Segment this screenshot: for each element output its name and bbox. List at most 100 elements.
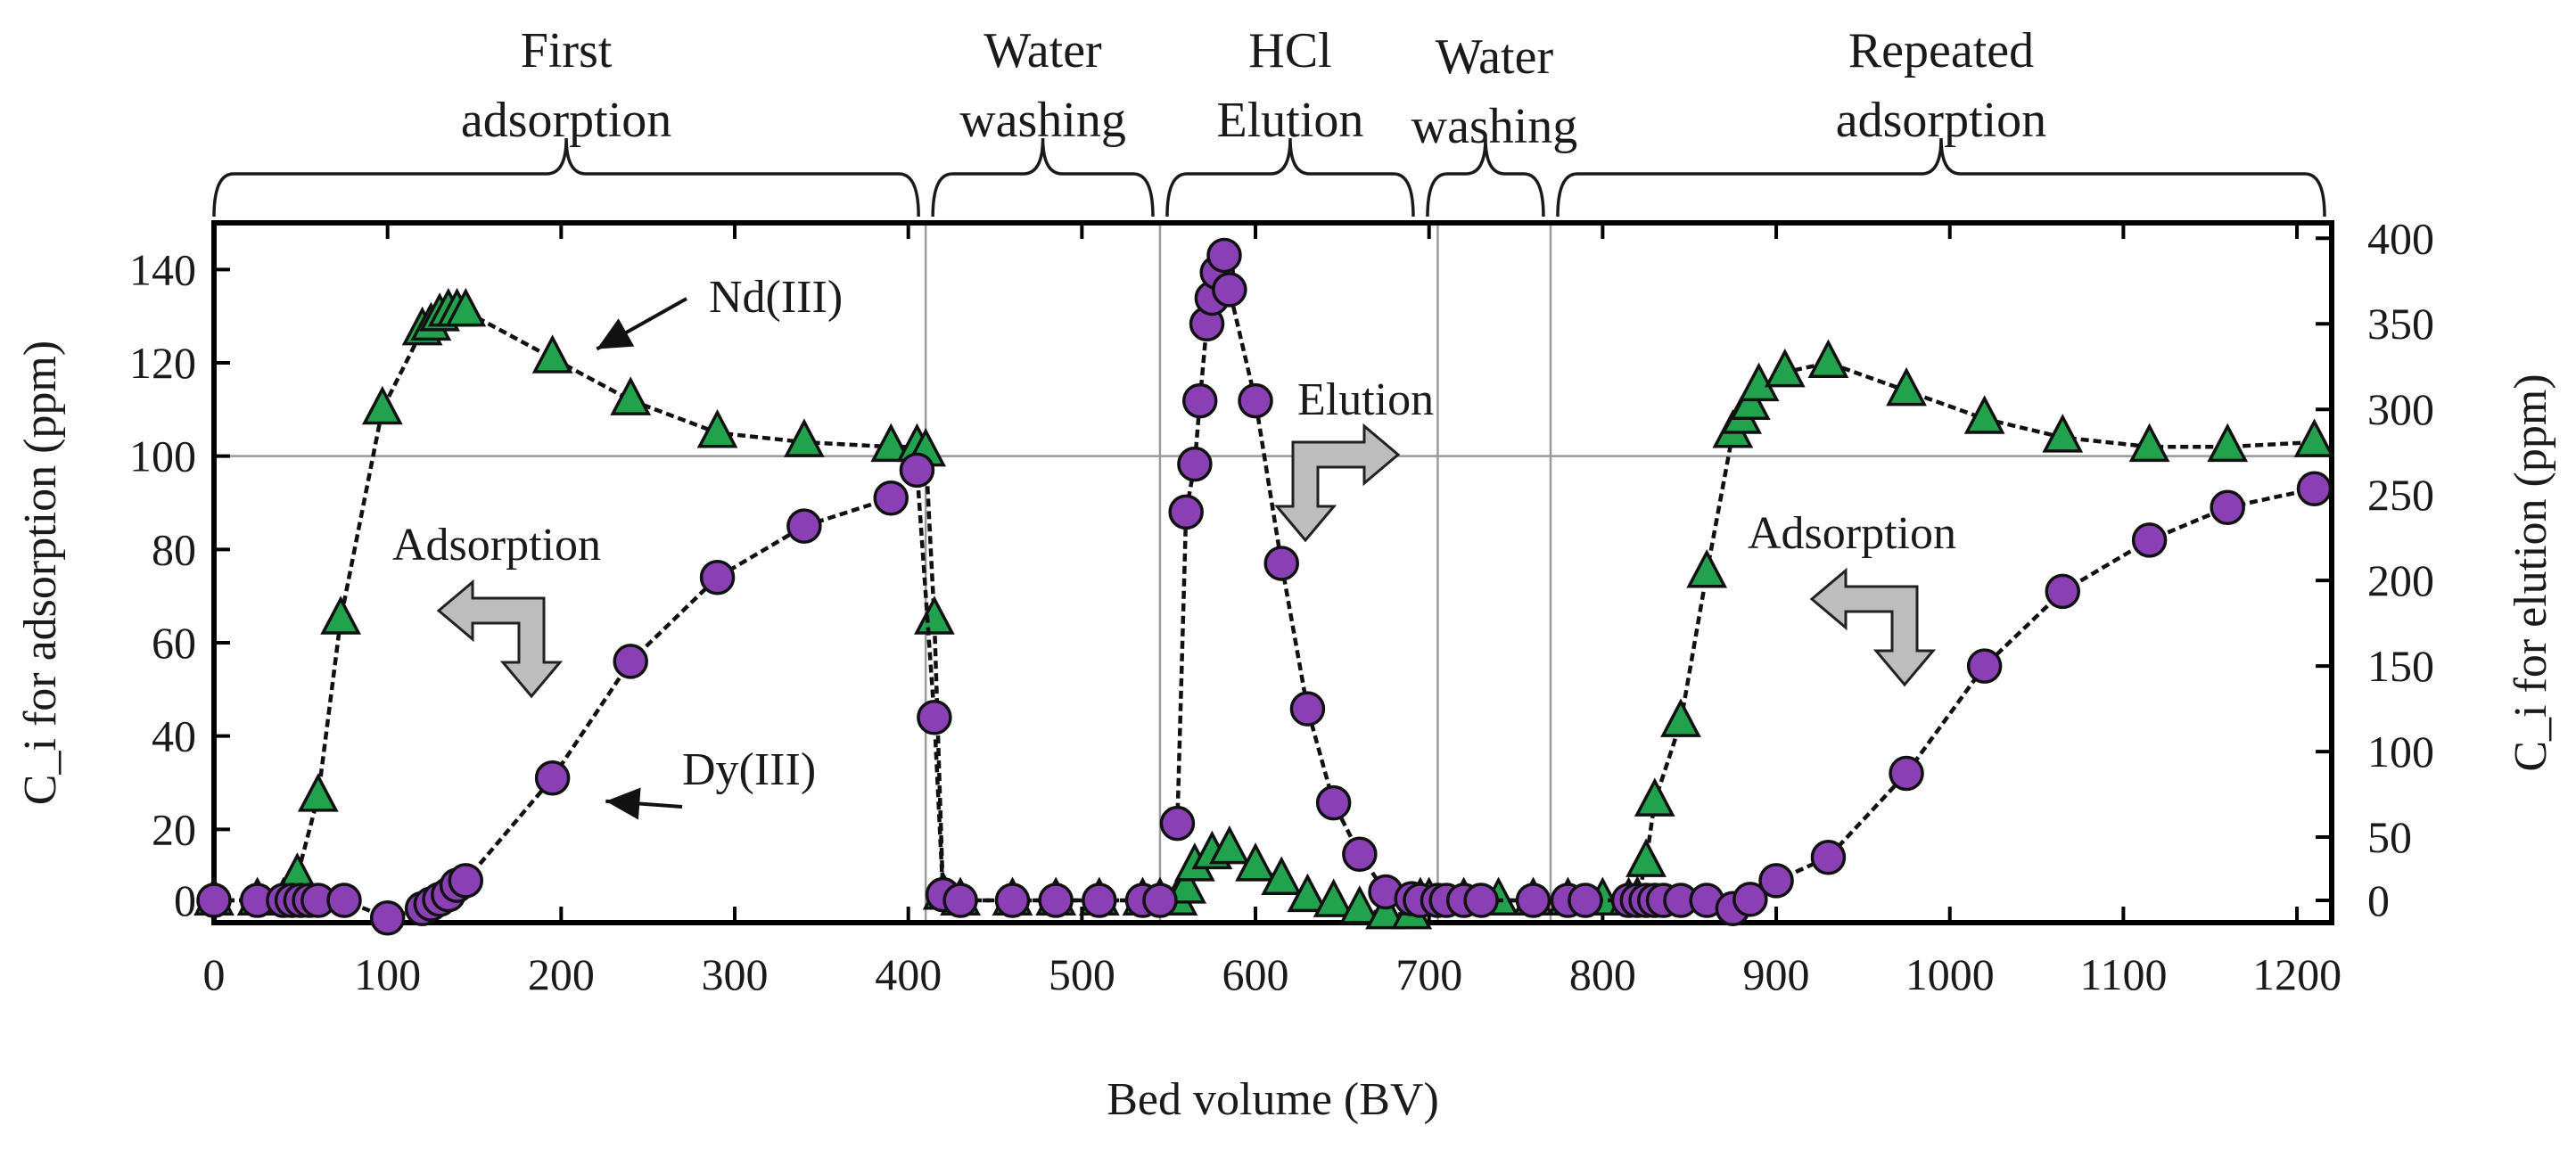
dy-point <box>1082 883 1117 918</box>
nd-point <box>320 595 362 635</box>
dy-point <box>1315 784 1352 821</box>
dy-point <box>1515 883 1551 918</box>
phase-label: Water <box>1436 29 1554 85</box>
dy-point <box>1463 883 1499 918</box>
dy-point <box>1206 237 1242 274</box>
series-line <box>1420 360 2315 903</box>
y-left-tick-label: 100 <box>129 431 196 481</box>
x-tick-label: 800 <box>1569 949 1636 999</box>
nd-point <box>1963 395 2005 434</box>
phase-annotations: First adsorption Water washing HCl Elution Wat… <box>212 23 2326 218</box>
dy-point <box>1568 883 1603 918</box>
x-tick-label: 700 <box>1395 949 1462 999</box>
dy-point <box>2131 522 2168 558</box>
adsorption-label-repeated: Adsorption <box>1748 508 1956 559</box>
y-left-axis-title: C_i for adsorption (ppm) <box>15 341 66 805</box>
nd-point <box>2207 423 2249 463</box>
annotation-layer: Nd(III) Dy(III) Adsorption Elution Adsorptio… <box>392 272 1956 820</box>
nd-label: Nd(III) <box>709 272 843 323</box>
x-tick-label: 600 <box>1222 949 1289 999</box>
dy-point <box>699 559 736 595</box>
nd-point <box>1886 366 1927 407</box>
adsorption-arrow-first <box>436 579 564 699</box>
nd-point <box>361 385 403 425</box>
dy-point <box>196 883 232 918</box>
dy-point <box>2045 573 2081 610</box>
phase-label: adsorption <box>461 93 671 148</box>
nd-point <box>1287 873 1329 913</box>
series-dyiii <box>196 237 2333 936</box>
dy-point <box>1289 691 1326 727</box>
nd-point <box>783 418 825 457</box>
x-tick-label: 300 <box>702 949 769 999</box>
y-right-tick-label: 300 <box>2367 384 2434 434</box>
dy-point <box>1177 446 1213 482</box>
dy-point <box>613 644 648 679</box>
nd-point <box>913 595 955 635</box>
dy-point <box>1238 382 1273 419</box>
elution-label: Elution <box>1297 374 1434 425</box>
phase-label: First <box>521 23 613 78</box>
dy-label: Dy(III) <box>682 744 816 795</box>
nd-point <box>1208 825 1250 865</box>
dy-point <box>369 900 406 936</box>
y-right-tick-label: 50 <box>2367 812 2412 862</box>
nd-point <box>1807 339 1849 378</box>
nd-point <box>696 408 738 448</box>
dy-point <box>1168 494 1204 530</box>
dy-point <box>1342 836 1378 872</box>
y-right-tick-label: 150 <box>2367 641 2434 691</box>
nd-point <box>2128 423 2170 463</box>
series-layer <box>193 237 2335 936</box>
dy-point <box>1159 805 1196 842</box>
nd-point <box>531 334 573 374</box>
dy-point <box>1142 883 1178 918</box>
nd-point <box>1729 381 1771 421</box>
x-axis-ticks: 0 100 200 300 400 500 600 700 800 900 1000 1100 1200 <box>203 223 2341 999</box>
dy-point <box>1263 546 1299 581</box>
y-right-axis-title: C_i for elution (ppm) <box>2506 374 2556 771</box>
nd-point <box>1313 878 1354 917</box>
y-left-tick-label: 40 <box>152 711 196 761</box>
nd-point <box>1235 842 1276 882</box>
nd-point <box>2293 418 2335 457</box>
pointer-arrowhead <box>605 787 641 820</box>
dy-point <box>1732 882 1768 917</box>
y-right-axis-ticks: 0 50 100 150 200 250 300 350 400 <box>2316 213 2434 925</box>
plot-frame <box>211 220 2334 925</box>
phase-brace <box>1556 137 2326 218</box>
phase-label: washing <box>1411 99 1578 154</box>
y-right-tick-label: 0 <box>2367 875 2390 925</box>
dy-point <box>534 760 571 796</box>
phase-label: Repeated <box>1848 23 2034 78</box>
dy-point <box>917 699 952 735</box>
bent-arrow-icon <box>436 579 564 699</box>
nd-point <box>1764 348 1806 388</box>
y-right-tick-label: 250 <box>2367 470 2434 520</box>
y-right-tick-label: 400 <box>2367 213 2434 263</box>
nd-point <box>297 773 339 812</box>
x-tick-label: 400 <box>875 949 942 999</box>
y-right-tick-label: 350 <box>2367 299 2434 349</box>
phase-label: adsorption <box>1836 93 2046 148</box>
elution-arrow <box>1273 423 1401 543</box>
y-right-tick-label: 100 <box>2367 727 2434 776</box>
nd-point <box>1165 865 1207 904</box>
adsorption-arrow-repeated <box>1809 567 1937 687</box>
nd-point <box>1625 838 1667 877</box>
y-right-tick-label: 200 <box>2367 555 2434 605</box>
dy-point <box>1810 839 1847 875</box>
y-left-tick-label: 0 <box>174 875 196 925</box>
phase-label: Elution <box>1217 93 1364 148</box>
bent-arrow-icon <box>1273 423 1401 543</box>
y-left-tick-label: 20 <box>152 804 196 854</box>
y-left-tick-label: 120 <box>129 338 196 388</box>
phase-brace <box>212 137 920 218</box>
nd-point <box>1660 698 1701 737</box>
dy-point <box>1212 272 1247 308</box>
dy-point <box>326 883 362 918</box>
y-left-tick-label: 80 <box>152 524 196 574</box>
nd-point <box>1261 856 1303 895</box>
dy-point <box>873 480 909 516</box>
dy-point <box>2210 489 2245 525</box>
